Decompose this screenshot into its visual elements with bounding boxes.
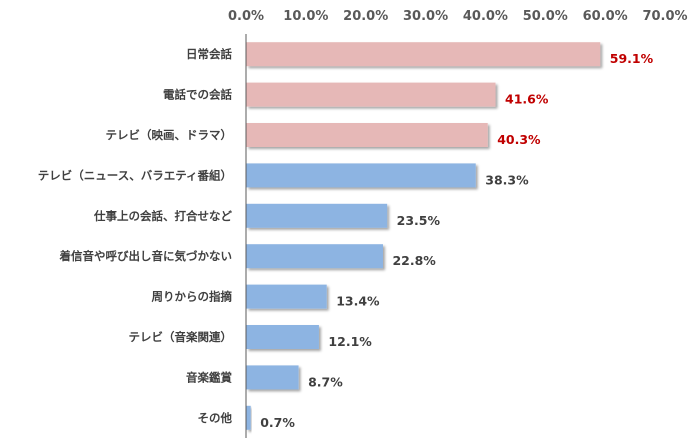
bar xyxy=(246,325,319,349)
category-label: 仕事上の会話、打合せなど xyxy=(93,209,232,223)
x-axis-ticks: 0.0% 10.0% 20.0% 30.0% 40.0% 50.0% 60.0% 70.0% xyxy=(228,9,688,24)
bar xyxy=(246,405,251,430)
bar xyxy=(246,244,383,269)
category-label: テレビ（ニュース、バラエティ番組） xyxy=(38,168,232,182)
x-tick-label: 50.0% xyxy=(523,9,568,24)
x-tick-label: 70.0% xyxy=(642,9,687,24)
bar xyxy=(246,123,488,147)
category-label: 音楽鑑賞 xyxy=(186,370,232,384)
category-label: テレビ（映画、ドラマ） xyxy=(106,128,233,142)
bar xyxy=(246,203,388,228)
value-label: 41.6% xyxy=(505,92,549,107)
category-label: 日常会話 xyxy=(186,47,232,61)
value-label: 8.7% xyxy=(308,374,343,389)
x-tick-label: 40.0% xyxy=(463,9,508,24)
value-label: 59.1% xyxy=(610,51,654,66)
category-label: 電話での会話 xyxy=(163,88,232,102)
bar xyxy=(246,82,496,107)
value-label: 0.7% xyxy=(260,415,295,430)
bar xyxy=(246,163,476,188)
bars xyxy=(246,42,601,430)
value-label: 13.4% xyxy=(336,294,380,309)
value-label: 23.5% xyxy=(397,213,441,228)
bar xyxy=(246,365,299,390)
value-label: 38.3% xyxy=(485,172,529,187)
value-labels: 59.1% 41.6% 40.3% 38.3% 23.5% 22.8% 13.4% 12.1%… xyxy=(260,51,653,430)
x-tick-label: 30.0% xyxy=(403,9,448,24)
value-label: 12.1% xyxy=(328,334,372,349)
value-label: 22.8% xyxy=(392,253,436,268)
category-label: その他 xyxy=(198,411,233,425)
bar xyxy=(246,284,327,309)
x-tick-label: 10.0% xyxy=(283,9,328,24)
category-label: テレビ（音楽関連） xyxy=(129,330,233,344)
x-tick-label: 60.0% xyxy=(583,9,628,24)
value-label: 40.3% xyxy=(497,132,541,147)
category-label: 周りからの指摘 xyxy=(152,290,233,304)
x-tick-label: 0.0% xyxy=(228,9,264,24)
category-label: 着信音や呼び出し音に気づかない xyxy=(59,249,233,263)
bar xyxy=(246,42,601,67)
x-tick-label: 20.0% xyxy=(343,9,388,24)
